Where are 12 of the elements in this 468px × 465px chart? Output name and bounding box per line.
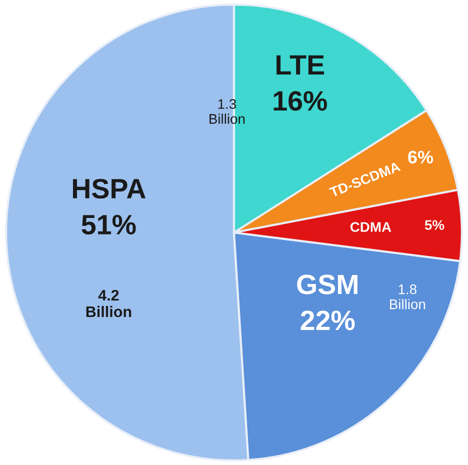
slice-label: HSPA	[72, 178, 146, 199]
text: 1.3 Billion	[210, 99, 245, 124]
text: 4.2 Billion	[86, 290, 132, 318]
data-label: 6%	[408, 150, 434, 164]
slice-label: CDMA	[350, 222, 392, 232]
data-label: 16%	[274, 91, 327, 111]
data-label: 22%	[300, 310, 355, 330]
data-label: 51%	[82, 214, 136, 235]
text: 1.8 Billion	[390, 284, 426, 310]
data-label: 5%	[424, 220, 444, 230]
slice-label: LTE	[276, 55, 324, 75]
slice-label: GSM	[297, 274, 358, 294]
